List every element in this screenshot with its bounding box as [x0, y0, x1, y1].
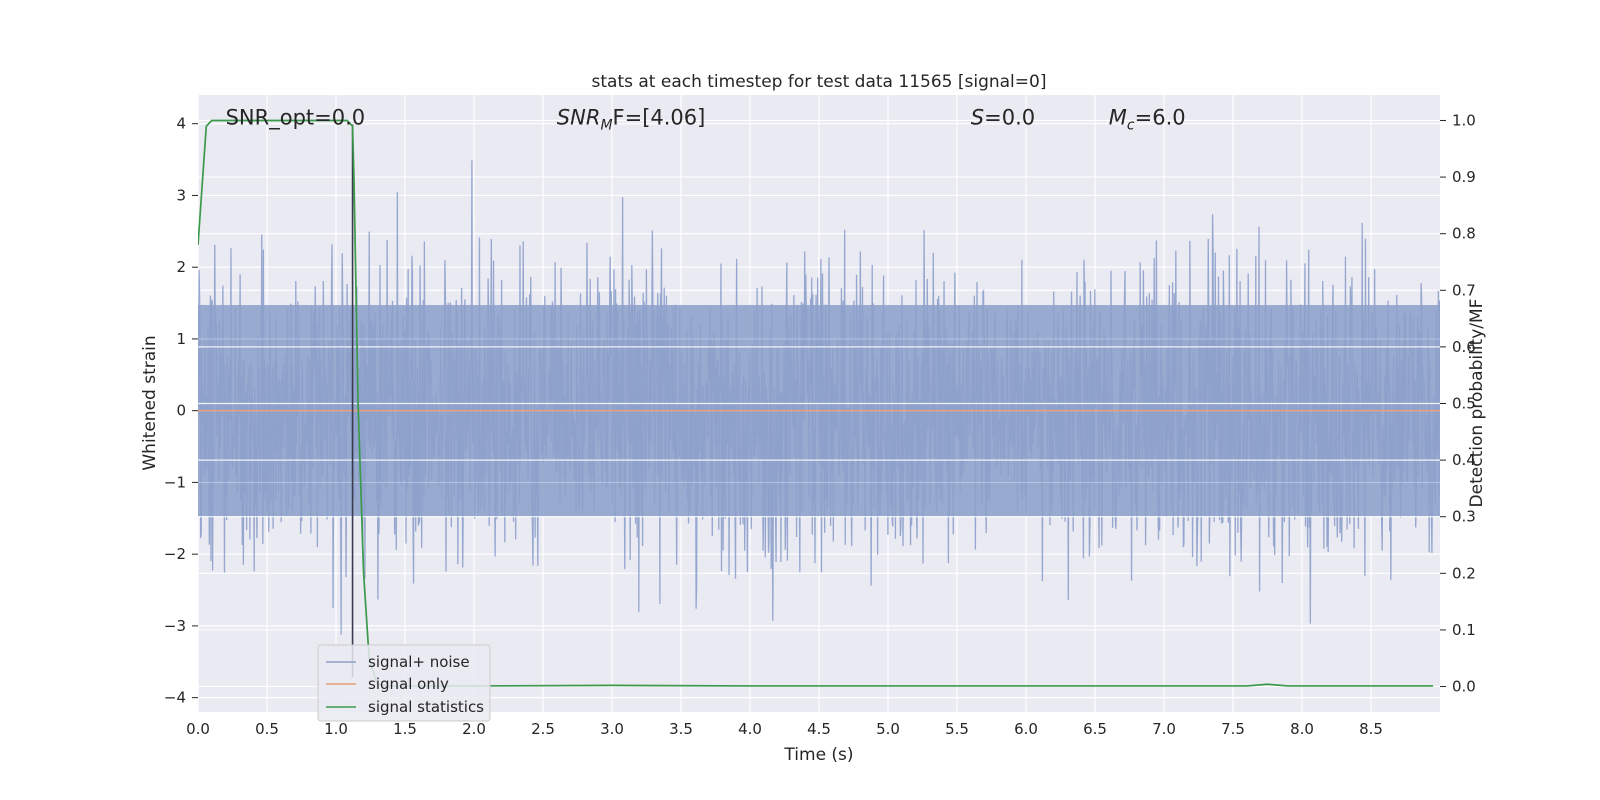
x-tick-label: 7.5 [1221, 720, 1245, 738]
y-tick-label: 2 [176, 258, 186, 276]
x-tick-label: 2.0 [462, 720, 486, 738]
annotation-mc-value: Mc=6.0 [1109, 106, 1186, 134]
x-tick-label: 1.0 [324, 720, 348, 738]
y-tick-label: −3 [164, 617, 186, 635]
y2-tick-label: 0.8 [1452, 225, 1476, 243]
y2-tick-label: 0.3 [1452, 508, 1476, 526]
y-tick-label: 1 [176, 330, 186, 348]
x-tick-label: 7.0 [1152, 720, 1176, 738]
x-tick-label: 3.5 [669, 720, 693, 738]
annotation-rest: F=[4.06] [613, 106, 706, 130]
annotation-snr-opt: SNR_opt=0.0 [226, 106, 366, 131]
x-axis-ticks: 0.0 0.5 1.0 1.5 2.0 2.5 3.0 3.5 4.0 4.5 5.0 5.5 6.0 6… [186, 720, 1383, 738]
x-tick-label: 8.0 [1290, 720, 1314, 738]
x-axis-label: Time (s) [783, 745, 853, 765]
x-tick-label: 6.0 [1014, 720, 1038, 738]
annotation-rest: =6.0 [1135, 106, 1186, 130]
y2-tick-label: 0.6 [1452, 338, 1476, 356]
x-tick-label: 4.0 [738, 720, 762, 738]
annotation-main: S [971, 106, 984, 130]
annotation-snr-mf: SNRMF=[4.06] [557, 106, 706, 134]
x-tick-label: 3.0 [600, 720, 624, 738]
y2-tick-label: 0.9 [1452, 168, 1476, 186]
y-tick-label: −4 [164, 689, 186, 707]
y2-tick-label: 1.0 [1452, 111, 1476, 129]
y2-axis-ticks: 0.0 0.1 0.2 0.3 0.4 0.5 0.6 0.7 0.8 0.9 1.0 [1440, 111, 1476, 696]
x-tick-label: 0.0 [186, 720, 210, 738]
x-tick-label: 8.5 [1359, 720, 1383, 738]
y-tick-label: 4 [176, 115, 186, 133]
x-tick-label: 0.5 [255, 720, 279, 738]
y-tick-label: 3 [176, 186, 186, 204]
annotation-s-value: S=0.0 [971, 106, 1035, 130]
x-tick-label: 1.5 [393, 720, 417, 738]
chart-title: stats at each timestep for test data 115… [592, 72, 1047, 92]
y2-tick-label: 0.1 [1452, 621, 1476, 639]
annotation-subscript: M [600, 118, 612, 134]
x-tick-label: 6.5 [1083, 720, 1107, 738]
legend-label-signal-statistics: signal statistics [368, 698, 484, 716]
y2-tick-label: 0.2 [1452, 564, 1476, 582]
legend-label-signal-only: signal only [368, 675, 449, 693]
y-axis-label: Whitened strain [140, 335, 160, 470]
annotation-main: M [1109, 106, 1127, 130]
legend-box [317, 644, 491, 722]
y-tick-label: 0 [176, 402, 186, 420]
y2-tick-label: 0.4 [1452, 451, 1476, 469]
legend-label-signal-noise: signal+ noise [368, 653, 470, 671]
y-tick-label: −2 [164, 545, 186, 563]
y2-tick-label: 0.7 [1452, 281, 1476, 299]
x-tick-label: 4.5 [807, 720, 831, 738]
annotation-main: SNR [557, 106, 601, 130]
annotation-subscript: c [1127, 118, 1135, 134]
x-tick-label: 5.0 [876, 720, 900, 738]
y2-axis-label: Detection probability/MF [1467, 299, 1487, 508]
y2-tick-label: 0.5 [1452, 395, 1476, 413]
x-tick-label: 5.5 [945, 720, 969, 738]
annotation-rest: =0.0 [984, 106, 1035, 130]
annotations: SNR_opt=0.0 SNRMF=[4.06] S=0.0 Mc=6.0 [226, 106, 1186, 134]
y-axis-ticks: −4 −3 −2 −1 0 1 2 3 4 [164, 115, 198, 707]
y2-tick-label: 0.0 [1452, 678, 1476, 696]
y-tick-label: −1 [164, 473, 186, 491]
x-tick-label: 2.5 [531, 720, 555, 738]
legend: signal+ noise signal only signal statist… [317, 644, 491, 722]
